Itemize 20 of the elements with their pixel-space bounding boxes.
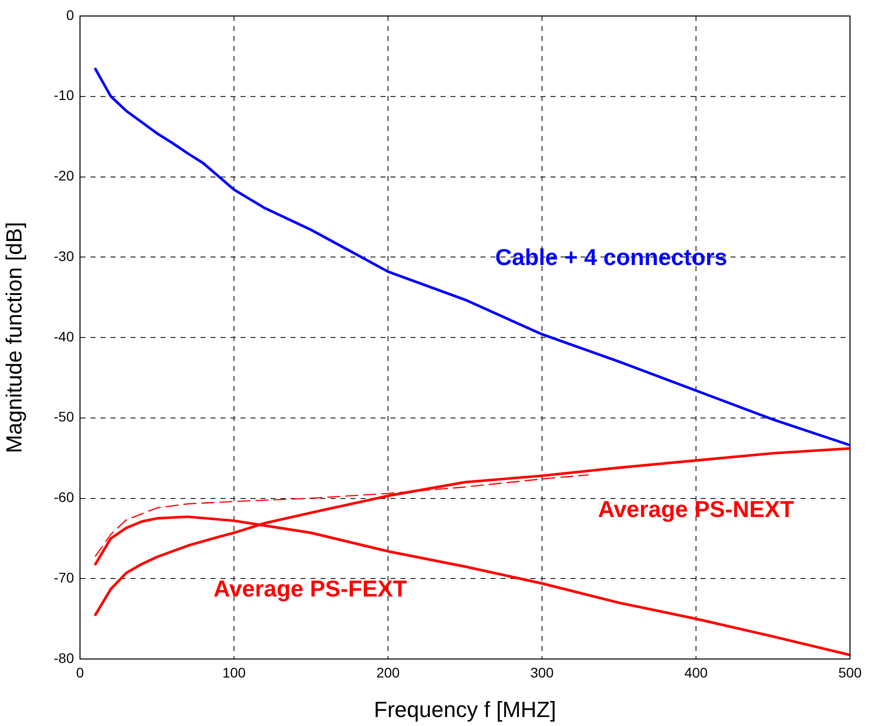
y-tick-label: -30	[54, 248, 74, 264]
x-tick-label: 0	[76, 664, 84, 680]
y-tick-label: -50	[54, 408, 74, 425]
x-tick-label: 500	[838, 664, 862, 680]
y-axis-title: Magnitude function [dB]	[1, 222, 26, 454]
y-tick-label: -40	[54, 328, 74, 344]
series-label: Average PS-NEXT	[598, 496, 794, 522]
x-tick-label: 100	[222, 664, 246, 680]
y-tick-label: -80	[54, 650, 74, 666]
y-tick-label: -10	[54, 87, 74, 104]
y-tick-label: 0	[66, 6, 74, 23]
x-tick-label: 400	[684, 664, 708, 680]
x-tick-label: 200	[376, 664, 400, 680]
x-tick-label: 300	[530, 664, 554, 680]
y-tick-label: -20	[54, 168, 74, 184]
y-tick-label: -70	[54, 569, 74, 586]
series-label: Average PS-FEXT	[214, 576, 407, 602]
y-tick-label: -60	[54, 489, 74, 506]
series-label: Cable + 4 connectors	[495, 244, 728, 270]
x-axis-title: Frequency f [MHZ]	[374, 696, 556, 722]
